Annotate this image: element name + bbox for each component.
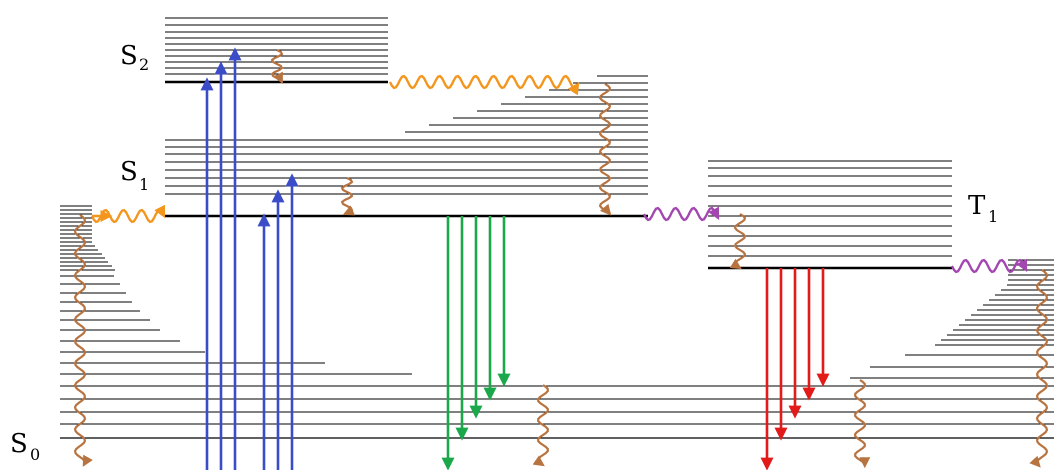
state-letter: S	[120, 41, 138, 71]
state-label-t1: T 1	[968, 191, 998, 226]
transition-arrows	[73, 47, 1049, 470]
non-radiative-decay-arrow	[1029, 269, 1049, 468]
state-subscript: 1	[139, 175, 149, 194]
vibrational-relaxation-arrow	[270, 49, 284, 84]
vibrational-relaxation-arrow	[598, 83, 612, 216]
state-label-s0: S 0	[10, 429, 40, 464]
state-letter: S	[10, 429, 28, 459]
state-subscript: 1	[988, 207, 998, 226]
energy-levels	[60, 17, 1054, 439]
intersystem-crossing-arrow	[642, 206, 720, 222]
non-radiative-decay-arrow	[73, 214, 93, 467]
non-radiative-decay-arrow	[532, 384, 549, 467]
state-label-s1: S 1	[120, 157, 149, 194]
vibrational-relaxation-arrow	[729, 213, 747, 270]
vibrational-relaxation-arrow	[340, 177, 356, 216]
non-radiative-decay-arrow	[854, 379, 871, 469]
internal-conversion-arrow	[388, 74, 580, 96]
state-subscript: 2	[139, 55, 149, 74]
state-subscript: 0	[30, 445, 40, 464]
state-letter: T	[968, 191, 986, 221]
intersystem-crossing-arrow	[950, 258, 1028, 274]
state-label-s2: S 2	[120, 41, 149, 74]
state-letter: S	[120, 157, 138, 187]
